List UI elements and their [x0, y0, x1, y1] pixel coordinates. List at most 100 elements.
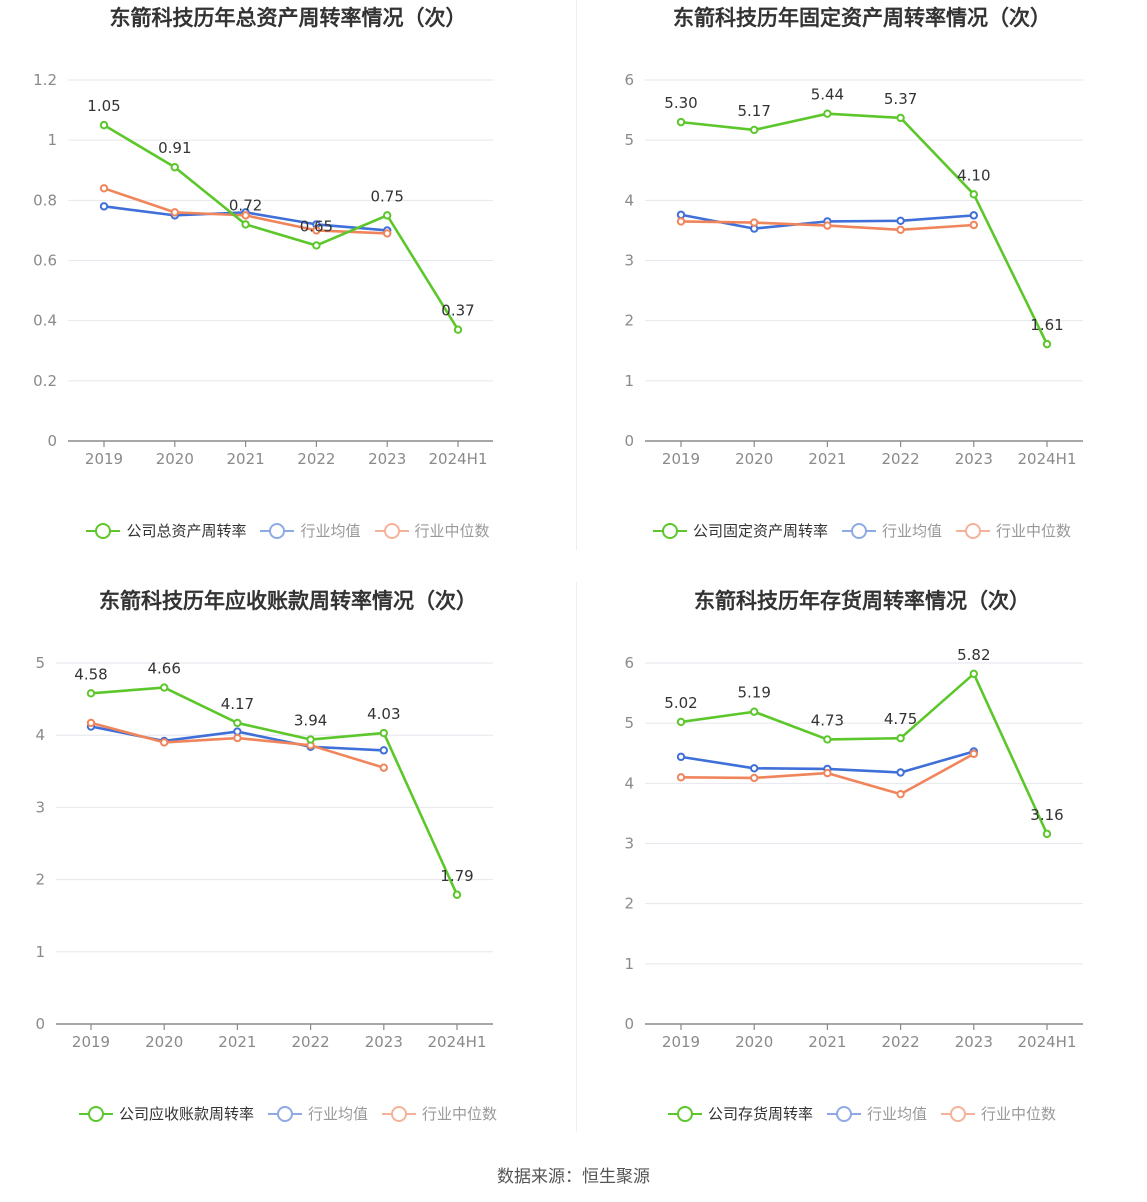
legend-label: 行业均值: [307, 1105, 368, 1123]
legend-item-company[interactable]: 公司固定资产周转率: [652, 520, 828, 541]
company-point: [969, 190, 978, 199]
y-tick-label: 1: [624, 372, 634, 390]
industry-median-point: [86, 718, 96, 728]
company-point: [241, 220, 250, 229]
data-label: 5.17: [737, 102, 770, 120]
legend-item-industry-avg[interactable]: 行业均值: [267, 1103, 368, 1124]
industry-median-point: [312, 226, 321, 235]
industry-median-point: [969, 749, 978, 759]
y-tick-label: 0.6: [33, 252, 57, 270]
chart-legend: 公司总资产周转率 行业均值 行业中位数: [0, 520, 576, 541]
legend-label: 行业中位数: [422, 1105, 498, 1123]
company-point: [383, 211, 392, 220]
legend-label: 行业中位数: [996, 522, 1072, 540]
industry-avg-point: [969, 211, 978, 220]
chart-panel-fixed-asset-turnover: 东箭科技历年固定资产周转率情况（次） 0 1 2 3 4 5 6 2019 2020 2021 20…: [577, 0, 1147, 560]
industry-median-point: [170, 208, 180, 217]
data-label: 5.82: [957, 646, 990, 664]
data-label: 1.61: [1030, 316, 1063, 334]
legend-item-industry-median[interactable]: 行业中位数: [941, 1103, 1056, 1124]
legend-item-industry-median[interactable]: 行业中位数: [382, 1103, 497, 1124]
company-point: [896, 734, 905, 743]
company-point: [969, 669, 978, 679]
legend-item-industry-median[interactable]: 行业中位数: [956, 520, 1071, 541]
company-point: [896, 113, 905, 123]
legend-marker-icon: [667, 1105, 702, 1122]
chart-svg: 0 1 2 3 4 5 6 2019 2020 2021 2022 2023 2024H1 5.02 5.1…: [624, 646, 1083, 1051]
data-label: 0.37: [441, 302, 474, 320]
company-point: [823, 109, 832, 118]
x-tick-label: 2021: [218, 1033, 256, 1051]
legend-label: 行业中位数: [414, 522, 490, 540]
data-label: 0.65: [300, 217, 333, 235]
x-tick-label: 2020: [735, 450, 773, 468]
legend-item-company[interactable]: 公司应收账款周转率: [78, 1103, 254, 1124]
legend-item-industry-avg[interactable]: 行业均值: [260, 520, 361, 541]
x-tick-label: 2023: [368, 450, 406, 468]
y-tick-label: 0: [47, 432, 57, 450]
company-point: [312, 241, 321, 250]
data-label: 1.05: [87, 97, 120, 115]
company-point: [453, 325, 463, 334]
industry-avg-point: [379, 746, 388, 755]
legend-item-company[interactable]: 公司存货周转率: [667, 1103, 813, 1124]
company-point: [160, 683, 169, 692]
y-tick-label: 3: [35, 798, 45, 816]
legend-marker-icon: [652, 522, 687, 539]
company-point: [750, 707, 759, 716]
legend-label: 行业均值: [866, 1105, 927, 1123]
company-series-line: [103, 124, 460, 331]
x-tick-label: 2024H1: [1018, 450, 1077, 468]
company-point: [452, 890, 462, 899]
industry-median-point: [896, 225, 905, 235]
x-tick-label: 2022: [882, 1033, 920, 1051]
industry-avg-point: [750, 764, 759, 773]
y-tick-label: 2: [624, 312, 634, 330]
data-label: 3.16: [1030, 806, 1063, 824]
chart-panel-total-asset-turnover: 东箭科技历年总资产周转率情况（次） 0 0.2 0.4 0.6 0.8 1 1.2 2019 2…: [0, 0, 576, 560]
legend-marker-icon: [382, 1105, 416, 1122]
legend-marker-icon: [826, 1105, 861, 1122]
industry-median-point: [676, 773, 686, 782]
legend-item-company[interactable]: 公司总资产周转率: [86, 520, 246, 541]
legend-item-industry-avg[interactable]: 行业均值: [841, 520, 942, 541]
chart-panel-inventory-turnover: 东箭科技历年存货周转率情况（次） 0 1 2 3 4 5 6 2019 2020 2021 2022…: [577, 583, 1147, 1143]
company-point: [676, 717, 686, 727]
chart-title: 东箭科技历年存货周转率情况（次）: [694, 589, 1030, 613]
x-tick-label: 2022: [297, 450, 335, 468]
data-label: 5.19: [737, 684, 770, 702]
data-label: 4.10: [957, 166, 990, 184]
data-label: 4.03: [367, 705, 400, 723]
data-label: 0.75: [370, 187, 403, 205]
company-point: [379, 728, 388, 738]
y-tick-label: 5: [624, 131, 634, 149]
industry-median-point: [383, 229, 392, 238]
chart-svg: 0 1 2 3 4 5 6 2019 2020 2021 2022 2023 2024H1 5.30 5.1…: [624, 71, 1083, 468]
y-tick-label: 0: [624, 432, 634, 450]
x-tick-label: 2023: [955, 450, 993, 468]
x-tick-label: 2021: [808, 1033, 846, 1051]
legend-item-industry-avg[interactable]: 行业均值: [826, 1103, 927, 1124]
x-tick-label: 2019: [662, 1033, 700, 1051]
data-label: 5.44: [811, 86, 844, 104]
x-tick-label: 2019: [662, 450, 700, 468]
chart-svg: 0 1 2 3 4 5 2019 2020 2021 2022 2023 2024H1 4.58 4.66…: [35, 654, 493, 1051]
x-tick-label: 2022: [292, 1033, 330, 1051]
data-label: 0.91: [158, 139, 191, 157]
y-tick-label: 6: [624, 71, 634, 89]
industry-median-point: [233, 733, 242, 743]
legend-marker-icon: [841, 522, 876, 539]
legend-item-industry-median[interactable]: 行业中位数: [374, 520, 490, 541]
industry-median-point: [160, 738, 169, 747]
company-point: [86, 689, 96, 698]
y-tick-label: 1.2: [33, 71, 57, 89]
company-point: [233, 718, 242, 728]
industry-median-point: [969, 220, 978, 230]
industry-median-point: [750, 773, 759, 783]
legend-marker-icon: [374, 522, 409, 539]
y-tick-label: 4: [624, 191, 634, 209]
x-tick-label: 2023: [365, 1033, 403, 1051]
y-tick-label: 3: [624, 835, 634, 853]
y-tick-label: 2: [35, 871, 45, 889]
industry-median-point: [99, 184, 109, 193]
